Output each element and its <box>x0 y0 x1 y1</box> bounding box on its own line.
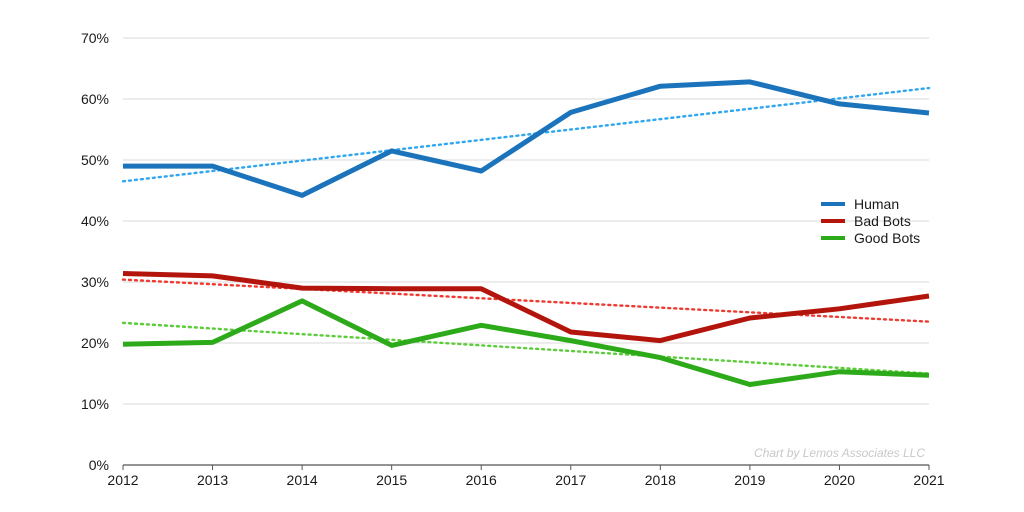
axes: 0% 10% 20% 30% 40% 50% 60% 70% 2012 2013 2014 2015 2… <box>81 30 945 488</box>
y-tick-label: 40% <box>81 213 109 229</box>
y-tick-label: 10% <box>81 396 109 412</box>
y-tick-label: 20% <box>81 335 109 351</box>
series-lines <box>122 79 930 387</box>
trendline-bad-bots <box>121 278 931 323</box>
legend-label: Bad Bots <box>854 213 911 229</box>
x-tick-label: 2013 <box>197 472 228 488</box>
series-line-human <box>123 79 930 198</box>
y-tick-label: 60% <box>81 91 109 107</box>
x-tick-label: 2015 <box>376 472 407 488</box>
y-tick-label: 0% <box>89 457 109 473</box>
y-tick-label: 30% <box>81 274 109 290</box>
y-tick-label: 70% <box>81 30 109 46</box>
x-tick-label: 2018 <box>645 472 676 488</box>
chart-credit: Chart by Lemos Associates LLC <box>754 446 925 460</box>
x-tick-label: 2012 <box>107 472 138 488</box>
x-tick-label: 2016 <box>466 472 497 488</box>
x-tick-label: 2017 <box>555 472 586 488</box>
x-tick-label: 2019 <box>734 472 765 488</box>
trendline-good-bots <box>121 321 931 375</box>
y-tick-label: 50% <box>81 152 109 168</box>
series-line-bad-bots <box>122 271 930 344</box>
x-tick-label: 2020 <box>824 472 855 488</box>
legend-label: Human <box>854 196 899 212</box>
x-tick-label: 2021 <box>913 472 944 488</box>
legend-label: Good Bots <box>854 230 920 246</box>
series-line-good-bots <box>122 298 930 387</box>
trendline-human <box>121 86 931 183</box>
x-tick-label: 2014 <box>287 472 318 488</box>
